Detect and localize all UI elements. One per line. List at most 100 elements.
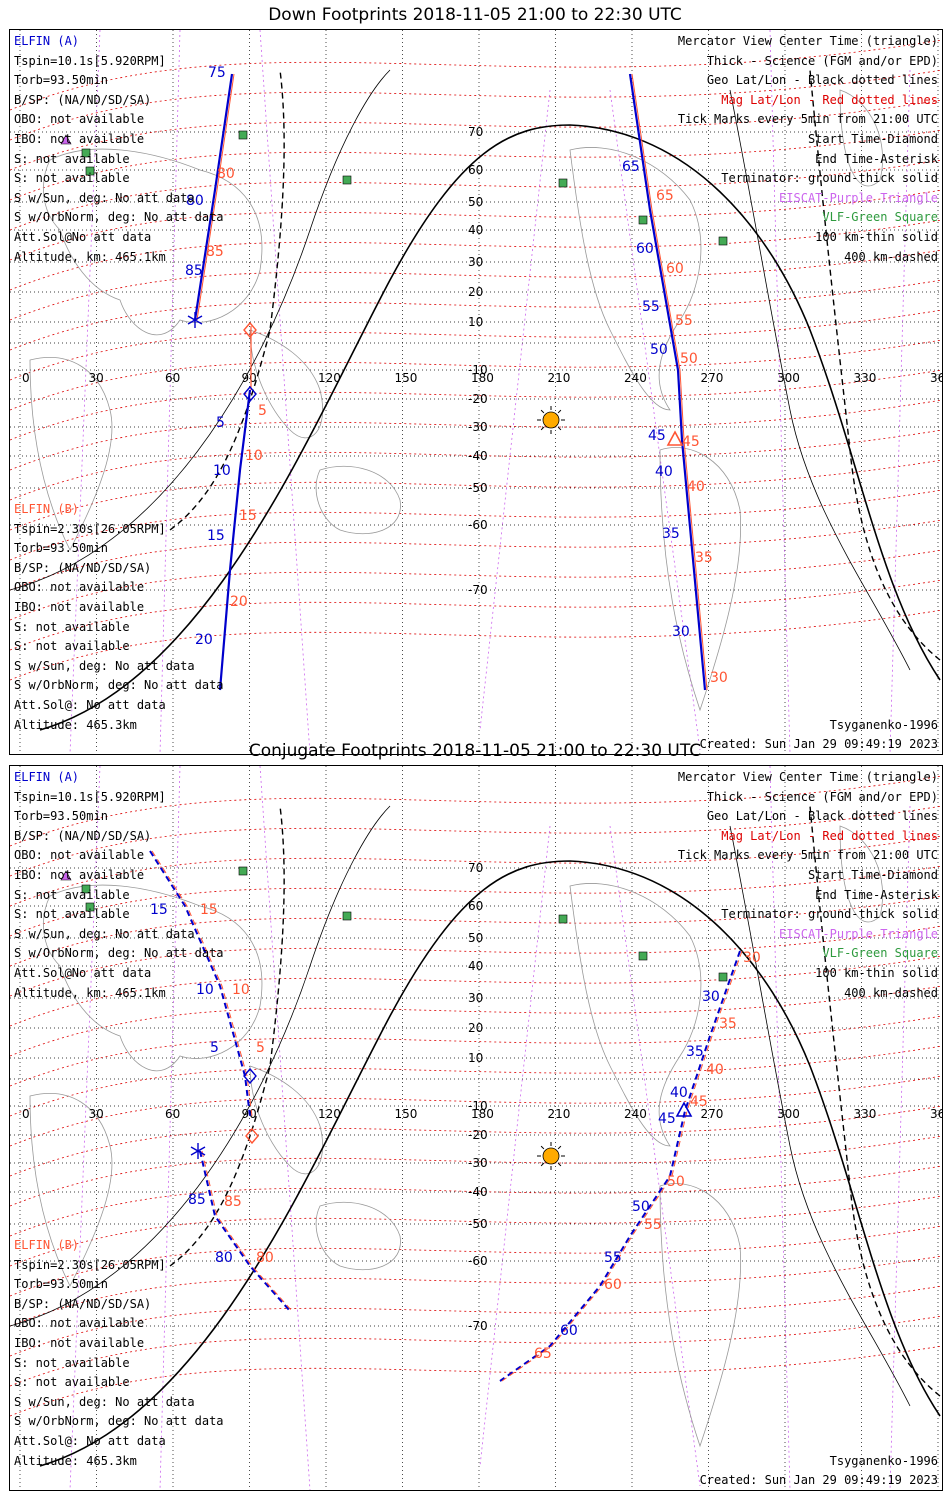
info-line: 400 km-dashed (844, 249, 938, 264)
track-tick-label: 65 (622, 159, 640, 175)
elfin-b-track (201, 1150, 293, 1312)
lon-tick-label: 270 (701, 371, 724, 385)
track-tick-label: 80 (186, 193, 204, 209)
info-line: 100 km-thin solid (815, 229, 938, 244)
lat-tick-label: 60 (468, 899, 483, 913)
lat-tick-label: -10 (468, 1099, 488, 1113)
track-tick-label: 50 (667, 1174, 685, 1190)
continent-outline (569, 883, 702, 1147)
vlf-station-square (718, 972, 728, 982)
map-legend: Mercator View Center Time (triangle) Thic… (678, 32, 938, 267)
track-tick-label: 10 (213, 463, 231, 479)
lon-tick-label: 360 (930, 1107, 942, 1121)
info-line: S: not available (14, 619, 130, 634)
track-tick-label: 80 (215, 1250, 233, 1266)
info-line: Altitude, km: 465.1km (14, 985, 166, 1000)
mag-lat-line (10, 579, 942, 651)
info-line: S w/Sun, deg: No att data (14, 1394, 195, 1409)
elfin-b-info: ELFIN (B) Tspin=2.30s[26.05RPM] Torb=93.50… (14, 1236, 224, 1471)
info-line: S w/Sun, deg: No att data (14, 926, 195, 941)
elfin-a-info: ELFIN (A) Tspin=10.1s[5.920RPM] Torb=93.50… (14, 768, 224, 1003)
elfin-a-track (628, 73, 707, 691)
mag-lat-line (10, 609, 942, 681)
mag-lon-line (769, 30, 791, 754)
info-line: EISCAT-Purple Triangle (779, 926, 938, 941)
info-line: Start Time-Diamond (807, 867, 938, 882)
lat-tick-label: 10 (468, 1051, 483, 1065)
mag-lat-line (10, 1315, 942, 1387)
track-tick-label: 30 (672, 624, 690, 640)
track-tick-label: 35 (719, 1016, 737, 1032)
track-tick-label: 65 (534, 1346, 552, 1362)
down-footprints-panel: 0 30 60 90 120 150 180 210 240 270 300 330 360 70 60 50… (9, 29, 943, 755)
mag-lon-line (69, 766, 101, 1490)
continent-outline (29, 357, 113, 551)
mag-lat-line (10, 775, 942, 847)
info-line: ELFIN (A) (14, 770, 80, 784)
mag-lat-line (10, 69, 942, 141)
mag-lat-line (10, 1165, 942, 1237)
track-tick-label: 55 (644, 1217, 662, 1233)
conjugate-footprints-panel: 0306090120150180210240270300330360706050… (9, 765, 943, 1491)
lat-tick-label: 70 (468, 125, 483, 139)
info-line: S w/Sun, deg: No att data (14, 190, 195, 205)
info-line: S: not available (14, 639, 130, 654)
lat-tick-label: -50 (468, 481, 488, 495)
track-tick-label: 5 (258, 403, 267, 419)
info-line: S w/OrbNorm, deg: No att data (14, 210, 224, 225)
elfin-a-track (499, 950, 741, 1382)
vlf-station-square (342, 175, 352, 185)
lon-tick-label: 90 (242, 371, 257, 385)
mag-lon-line (69, 30, 101, 754)
track-tick-label: 10 (232, 982, 250, 998)
continent-outline (29, 1093, 113, 1287)
mag-lon-line (889, 69, 911, 754)
mag-lat-line (10, 1345, 942, 1417)
elfin-b-track (631, 73, 708, 691)
track-tick-label: 60 (604, 1277, 622, 1293)
info-line: Mag Lat/Lon - Red dotted lines (721, 92, 938, 107)
track-tick-label: 10 (245, 448, 263, 464)
sun-ray (540, 1145, 545, 1150)
sun-ray (557, 409, 562, 414)
continent-outline (249, 1065, 324, 1175)
track-tick-label: 40 (670, 1085, 688, 1101)
eiscat-triangle (60, 870, 72, 881)
track-tick-label: 80 (217, 166, 235, 182)
vlf-station-square (238, 866, 248, 876)
track-tick-label: 55 (604, 1250, 622, 1266)
lon-tick-label: 210 (548, 371, 571, 385)
track-tick-label: 45 (682, 434, 700, 450)
sun-ray (540, 426, 545, 431)
down-footprints-title: Down Footprints 2018-11-05 21:00 to 22:3… (268, 5, 682, 25)
track-tick-label: 50 (632, 1199, 650, 1215)
vlf-station-square (81, 884, 91, 894)
lat-tick-label: 60 (468, 163, 483, 177)
info-line: Torb=93.50min (14, 1277, 108, 1292)
vlf-station-square (85, 902, 95, 912)
continent-outline (43, 148, 263, 336)
map-legend: Mercator View Center Time (triangle) Thic… (678, 768, 938, 1003)
mag-lat-line (10, 1105, 942, 1177)
info-line: B/SP: (NA/ND/SD/SA) (14, 92, 152, 107)
mag-lon-line (259, 30, 311, 754)
track-tick-label: 85 (206, 244, 224, 260)
mag-lat-line (10, 279, 942, 351)
info-line: Tick Marks every 5min from 21:00 UTC (677, 848, 938, 863)
vlf-station-square (238, 130, 248, 140)
track-tick-label: 60 (560, 1323, 578, 1339)
info-line: IBO: not available (14, 867, 145, 882)
terminator-400km (809, 69, 941, 661)
continent-outline (315, 1201, 401, 1270)
lat-tick-label: -40 (468, 449, 488, 463)
vlf-station-square (342, 911, 352, 921)
sun-ray (540, 1162, 545, 1167)
conjugate-footprints-map: 0306090120150180210240270300330360706050… (10, 766, 942, 1490)
track-tick-label: 40 (706, 1062, 724, 1078)
mag-lon-line (479, 89, 551, 731)
mag-lat-line (10, 309, 942, 381)
track-tick-label: 40 (687, 479, 705, 495)
created-date: Created: Sun Jan 29 09:49:19 2023 (699, 1473, 938, 1487)
lat-tick-label: -20 (468, 392, 488, 406)
vlf-station-square (81, 148, 91, 158)
